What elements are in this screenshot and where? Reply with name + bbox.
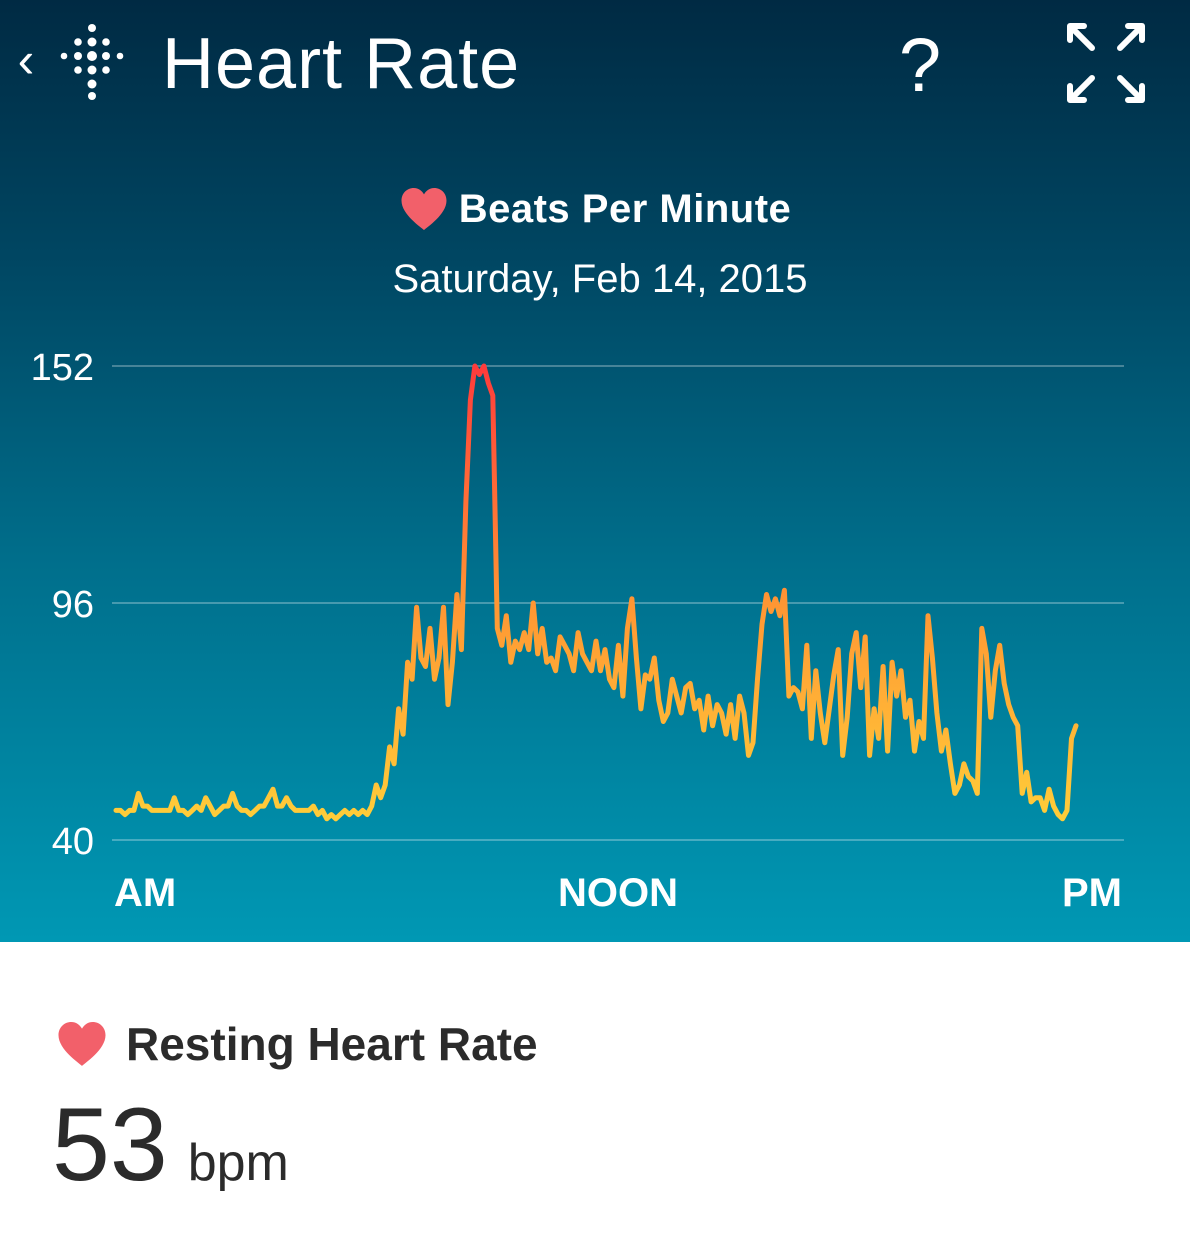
- resting-heart-rate-unit: bpm: [187, 1134, 289, 1192]
- chart-date: Saturday, Feb 14, 2015: [392, 257, 808, 301]
- y-tick-label: 40: [52, 821, 94, 863]
- heart-rate-panel: ‹ Heart Rate ? Beats Per Minute: [0, 0, 1190, 942]
- resting-heart-rate-value: 53: [52, 1087, 168, 1203]
- heart-icon: [58, 1022, 106, 1066]
- x-tick-label: NOON: [558, 871, 678, 915]
- heart-rate-series-line: [113, 363, 1079, 822]
- expand-arrows-icon[interactable]: [1062, 22, 1148, 104]
- heart-rate-chart[interactable]: 152 96 40 AM NOON PM: [0, 330, 1190, 930]
- y-tick-label: 96: [52, 584, 94, 626]
- app-header: ‹ Heart Rate ?: [0, 0, 1190, 130]
- help-button[interactable]: ?: [898, 23, 942, 108]
- resting-heart-rate-header: Resting Heart Rate: [56, 1016, 538, 1072]
- chart-title: Beats Per Minute: [458, 186, 792, 231]
- heart-icon: [401, 187, 447, 231]
- x-tick-label: PM: [1062, 871, 1122, 915]
- y-tick-label: 152: [31, 347, 94, 389]
- x-tick-label: AM: [114, 871, 176, 915]
- resting-heart-rate-value-row: 53 bpm: [52, 1090, 289, 1200]
- chevron-left-icon[interactable]: ‹: [17, 32, 35, 88]
- chart-legend: Beats Per Minute: [0, 184, 1190, 234]
- heart-shape: [58, 1022, 106, 1066]
- fitbit-dots-logo-icon[interactable]: [52, 20, 134, 102]
- resting-heart-rate-card: Resting Heart Rate 53 bpm: [0, 942, 1190, 1241]
- heart-shape: [401, 187, 447, 231]
- resting-heart-rate-label: Resting Heart Rate: [126, 1018, 538, 1070]
- page-title: Heart Rate: [162, 24, 521, 104]
